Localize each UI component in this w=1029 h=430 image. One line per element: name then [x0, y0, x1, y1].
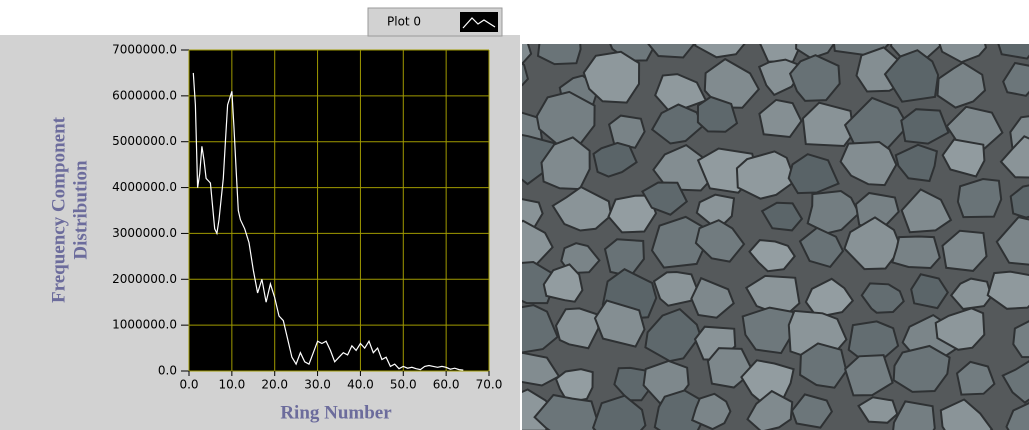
x-tick-label: 70.0	[476, 378, 503, 392]
stone	[892, 237, 940, 269]
legend-label: Plot 0	[387, 15, 421, 29]
stone	[538, 26, 581, 65]
legend-swatch	[460, 12, 498, 32]
photo	[488, 10, 1029, 430]
y-axis-title-line: Distribution	[70, 160, 91, 260]
y-tick-label: 6000000.0	[112, 88, 177, 102]
screen: Plot 0 Ring Number Frequency Component D…	[0, 0, 1029, 430]
y-tick-label: 4000000.0	[112, 180, 177, 194]
x-tick-label: 20.0	[261, 378, 288, 392]
x-tick-label: 10.0	[218, 378, 245, 392]
stone	[759, 26, 800, 62]
stone	[556, 308, 598, 348]
x-axis-title: Ring Number	[280, 402, 392, 423]
y-axis-title-line: Frequency Component	[48, 116, 69, 303]
y-tick-label: 3000000.0	[112, 226, 177, 240]
stone	[796, 22, 834, 58]
plot-area	[189, 50, 489, 371]
y-tick-label: 0.0	[158, 364, 177, 378]
x-tick-label: 50.0	[390, 378, 417, 392]
x-tick-label: 0.0	[179, 378, 198, 392]
x-tick-label: 40.0	[347, 378, 374, 392]
stone	[996, 10, 1029, 59]
y-tick-label: 7000000.0	[112, 43, 177, 57]
x-tick-label: 30.0	[304, 378, 331, 392]
stone	[958, 179, 1001, 217]
y-tick-label: 1000000.0	[112, 318, 177, 332]
y-tick-label: 5000000.0	[112, 134, 177, 148]
x-tick-label: 60.0	[433, 378, 460, 392]
page: Plot 0 Ring Number Frequency Component D…	[0, 0, 1029, 430]
y-tick-label: 2000000.0	[112, 272, 177, 286]
